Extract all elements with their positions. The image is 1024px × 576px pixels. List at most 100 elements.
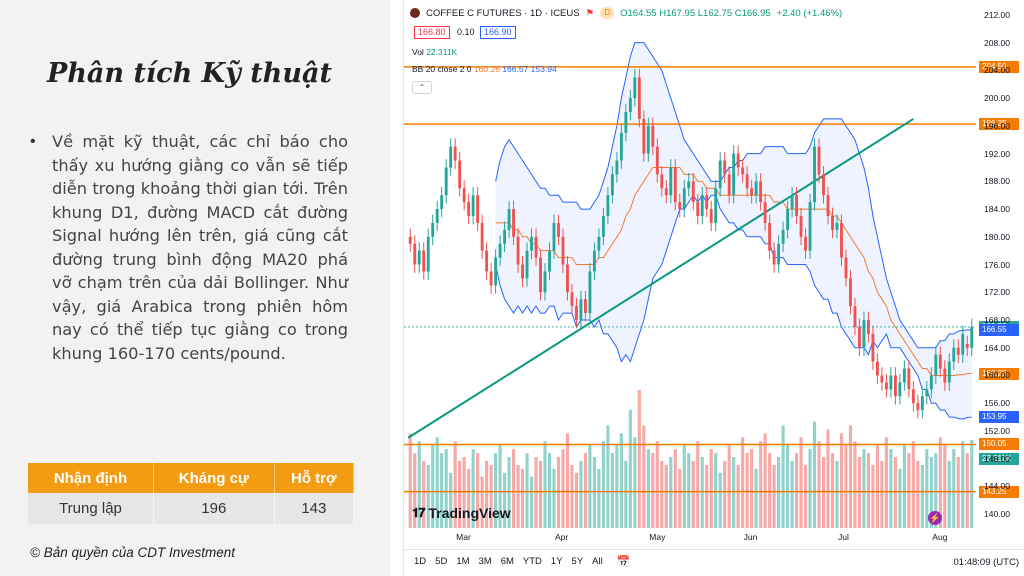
candle-body: [696, 202, 700, 216]
candle-body: [435, 209, 439, 223]
candle-body: [440, 195, 444, 210]
timeframe-1y[interactable]: 1Y: [550, 556, 563, 567]
volume-bar: [925, 449, 929, 528]
volume-bar: [956, 457, 960, 528]
volume-bar: [449, 472, 453, 528]
timeframe-3m[interactable]: 3M: [478, 556, 492, 567]
volume-bar: [503, 472, 507, 528]
price-tick-label: 208.00: [984, 37, 1010, 48]
timeframe-5y[interactable]: 5Y: [571, 556, 584, 567]
candle-body: [503, 229, 507, 244]
d-badge: D: [600, 7, 615, 19]
volume-bar: [538, 460, 543, 528]
candle-body: [408, 236, 412, 244]
timeframe-all[interactable]: All: [592, 556, 603, 567]
candle-body: [943, 368, 947, 383]
volume-bar: [880, 460, 884, 528]
candle-body: [494, 257, 498, 286]
volume-bar: [821, 457, 826, 528]
price-label-badge: 160.25: [979, 367, 1019, 380]
candle-body: [669, 167, 673, 196]
candle-body: [660, 174, 664, 189]
candle-body: [561, 236, 565, 265]
candle-body: [875, 361, 879, 376]
header-resistance: Kháng cự: [153, 463, 275, 493]
price-tick-label: 176.00: [984, 259, 1010, 270]
volume-bar: [431, 445, 435, 528]
price-label-badge: 153.95: [979, 411, 1019, 424]
volume-bar: [615, 445, 619, 528]
candle-body: [831, 216, 834, 230]
candle-body: [539, 257, 542, 293]
candle-body: [601, 216, 605, 237]
candle-body: [422, 250, 426, 272]
volume-bar: [965, 453, 969, 528]
volume-bar: [646, 449, 650, 528]
tradingview-logo-icon: 𝟏𝟕: [412, 505, 426, 520]
collapse-legend-button[interactable]: ⌃: [412, 81, 432, 94]
candle-body: [763, 202, 767, 223]
volume-bar: [426, 464, 430, 528]
candle-body: [597, 236, 601, 251]
timeframe-6m[interactable]: 6M: [500, 556, 514, 567]
candle-body: [736, 153, 740, 168]
candle-body: [592, 250, 596, 272]
volume-bar: [938, 437, 942, 528]
calendar-icon[interactable]: 📅: [616, 556, 631, 568]
price-tick-label: 184.00: [984, 204, 1010, 215]
volume-bar: [691, 460, 695, 528]
volume-bar: [718, 472, 722, 528]
candle-body: [898, 382, 902, 397]
candle-body: [705, 195, 709, 210]
price-tick-label: 204.00: [984, 65, 1010, 76]
timeframe-ytd[interactable]: YTD: [522, 556, 542, 567]
timeframe-1d[interactable]: 1D: [414, 556, 427, 567]
ohlc-values: O164.55 H167.95 L162.75 C166.95: [620, 7, 771, 19]
volume-bar: [911, 441, 915, 528]
lightning-icon[interactable]: ⚡: [928, 511, 942, 525]
outlook-table: Nhận định Kháng cự Hỗ trợ Trung lập 196 …: [28, 463, 355, 524]
price-tick-label: 156.00: [984, 398, 1010, 409]
volume-bar: [453, 441, 457, 528]
candle-body: [642, 118, 646, 154]
volume-bar: [673, 449, 677, 528]
sell-button[interactable]: 166.80: [414, 26, 450, 39]
volume-bar: [435, 437, 439, 528]
volume-bar: [556, 457, 561, 528]
candle-body: [588, 271, 592, 314]
candle-body: [575, 306, 578, 320]
buy-button[interactable]: 166.90: [480, 26, 516, 39]
candle-body: [777, 243, 781, 265]
timeframe-5d[interactable]: 5D: [435, 556, 448, 567]
candle-body: [786, 209, 790, 230]
bollinger-legend[interactable]: BB 20 close 2 0 160.26 166.57 153.94: [412, 64, 557, 74]
candle-body: [628, 98, 632, 112]
volume-bar: [444, 449, 448, 528]
volume-bar: [570, 464, 574, 528]
price-tick-label: 196.00: [984, 120, 1010, 131]
candle-body: [507, 209, 511, 230]
candle-body: [947, 361, 951, 383]
candle-body: [826, 195, 830, 216]
symbol-name[interactable]: COFFEE C FUTURES · 1D · ICEUS: [426, 7, 580, 19]
timeframe-1m[interactable]: 1M: [456, 556, 470, 567]
flag-icon[interactable]: ⚑: [585, 7, 595, 19]
candle-body: [835, 222, 839, 230]
volume-bar: [844, 445, 848, 528]
candle-body: [822, 174, 825, 196]
chart-canvas[interactable]: [404, 0, 1024, 549]
volume-bar: [794, 453, 799, 528]
candle-body: [548, 250, 551, 272]
volume-legend[interactable]: Vol 22.311K: [412, 47, 457, 57]
candle-body: [920, 396, 924, 411]
volume-bar: [889, 449, 893, 528]
tradingview-logo[interactable]: 𝟏𝟕 TradingView: [412, 505, 511, 521]
candle-body: [853, 306, 857, 327]
volume-bar: [494, 453, 498, 528]
volume-bar: [768, 453, 772, 528]
volume-bar: [520, 468, 525, 528]
price-chart[interactable]: COFFEE C FUTURES · 1D · ICEUS ⚑ D O164.5…: [403, 0, 1024, 576]
volume-bar: [786, 445, 790, 528]
candle-body: [813, 146, 816, 203]
volume-bar: [664, 464, 668, 528]
